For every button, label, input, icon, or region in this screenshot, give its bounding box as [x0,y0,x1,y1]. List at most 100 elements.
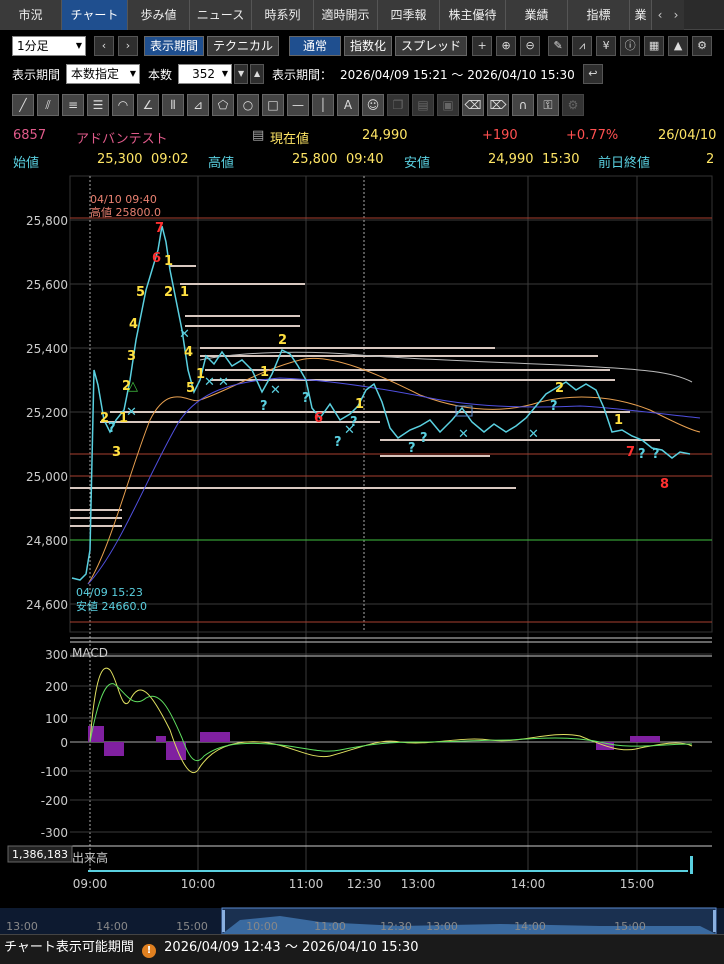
channel-icon[interactable]: ⫽ [37,94,59,116]
svg-text:1: 1 [260,365,269,380]
current-label: 現在値 [270,132,310,147]
tab-disclosure[interactable]: 適時開示 [314,0,378,30]
tab-news[interactable]: ニュース [190,0,252,30]
spread-button[interactable]: スプレッド [395,36,468,56]
count-up-icon[interactable]: ▲ [250,64,265,84]
vlines-icon[interactable]: ⦀ [162,94,184,116]
text-icon[interactable]: A [337,94,359,116]
count-down-icon[interactable]: ▼ [234,64,249,84]
prev-arrow-icon[interactable]: ‹ [94,36,114,56]
interval-select[interactable]: 1分足 [12,36,86,56]
svg-text:✕: ✕ [204,375,215,390]
svg-text:✕: ✕ [218,375,229,390]
gann-icon[interactable]: ⊿ [187,94,209,116]
range-value: 2026/04/09 15:21 ～ 2026/04/10 15:30 [340,67,575,82]
trendline-icon[interactable]: ╱ [12,94,34,116]
macd-tick-300: 300 [45,648,68,662]
macd-tick-m300: -300 [41,826,68,840]
pencil-icon[interactable]: ✎ [548,36,569,56]
vline-icon[interactable]: │ [312,94,334,116]
circle-icon[interactable]: ○ [237,94,259,116]
tab-chart[interactable]: チャート [62,0,128,30]
tab-earnings2[interactable]: 業績 [630,0,652,30]
eraser-all-icon[interactable]: ⌦ [487,94,509,116]
macd-tick-0: 0 [60,736,68,750]
svg-text:?: ? [420,431,428,446]
period-label: 表示期間 [12,67,61,82]
my-chart-icon[interactable]: ▦ [644,36,665,56]
tab-timeseries[interactable]: 時系列 [252,0,314,30]
list-icon[interactable]: ▤ [252,128,265,143]
eraser-icon[interactable]: ⌫ [462,94,484,116]
zoom-in-icon[interactable]: ⊕ [496,36,517,56]
crosshair-icon[interactable]: + [472,36,493,56]
chart-area[interactable]: 7 6 1 5 2 1 4 3 4 2 2 1 3 5 1 1 2 6 1 2 … [0,170,724,934]
tab-ticks[interactable]: 歩み値 [128,0,190,30]
hlines-icon[interactable]: ≡ [62,94,84,116]
price-tick-25800: 25,800 [26,214,68,228]
index-button[interactable]: 指数化 [344,36,393,56]
volume-value: 1,386,183 [12,848,68,861]
svg-text:5: 5 [186,381,195,396]
svg-text:?: ? [408,441,416,456]
paste-icon[interactable]: ▣ [437,94,459,116]
fib-lines-icon[interactable]: ☰ [87,94,109,116]
tab-next-icon[interactable]: › [668,0,684,30]
tab-benefits[interactable]: 株主優待 [440,0,506,30]
svg-text:1: 1 [196,367,205,382]
overview-tick-4: 10:00 [246,920,278,933]
svg-text:✕: ✕ [344,423,355,438]
overview-tick-9: 15:00 [614,920,646,933]
copy-icon[interactable]: ❐ [387,94,409,116]
reset-return-icon[interactable]: ↩ [582,64,603,84]
pentagon-icon[interactable]: ⬠ [212,94,234,116]
settings-wrench-icon[interactable]: ⚙ [692,36,713,56]
next-arrow-icon[interactable]: › [118,36,138,56]
range-label: 表示期間： [272,67,333,82]
period-mode-select[interactable]: 本数指定 [66,64,141,84]
svg-text:4: 4 [129,317,138,332]
magnet-icon[interactable]: ∩ [512,94,534,116]
list-icon[interactable]: ▤ [412,94,434,116]
zoom-out-icon[interactable]: ⊖ [520,36,541,56]
chart-signal-icon[interactable]: ⩘ [572,36,593,56]
technical-button[interactable]: テクニカル [207,36,280,56]
period-button[interactable]: 表示期間 [144,36,205,56]
lock-icon[interactable]: ⚿ [537,94,559,116]
overview-tick-7: 13:00 [426,920,458,933]
normal-button[interactable]: 通常 [289,36,342,56]
tab-shikiho[interactable]: 四季報 [378,0,440,30]
volume-label: 出来高 [72,850,108,865]
overview-scrollbar[interactable]: 13:00 14:00 15:00 10:00 11:00 12:30 13:0… [0,907,724,934]
draw-settings-icon[interactable]: ⚙ [562,94,584,116]
svg-text:3: 3 [112,445,121,460]
prev-close-label: 前日終値 [598,156,651,171]
fan-icon[interactable]: ∠ [137,94,159,116]
price-tick-25000: 25,000 [26,470,68,484]
high-annotation-date: 04/10 09:40 [90,193,157,206]
low-annotation-value: 安値 24660.0 [76,599,147,613]
svg-text:✕: ✕ [126,405,137,420]
svg-text:?: ? [652,447,660,462]
info-icon[interactable]: ⓘ [620,36,641,56]
count-input[interactable]: 352 [178,64,233,84]
svg-text:?: ? [260,399,268,414]
rectangle-icon[interactable]: □ [262,94,284,116]
svg-text:?: ? [550,399,558,414]
tab-earnings[interactable]: 業績 [506,0,568,30]
svg-text:✕: ✕ [458,427,469,442]
stock-info-row1: 6857 アドバンテスト ▤ 現在値 24,990 +190 +0.77% 26… [0,126,724,147]
macd-tick-200: 200 [45,680,68,694]
yen-icon[interactable]: ¥ [596,36,617,56]
area-chart-icon[interactable]: ▲ [668,36,689,56]
tab-prev-icon[interactable]: ‹ [652,0,668,30]
svg-text:?: ? [350,415,358,430]
time-tick-1100: 11:00 [289,877,324,891]
tab-market[interactable]: 市況 [0,0,62,30]
emoji-icon[interactable]: ☺ [362,94,384,116]
arc-icon[interactable]: ◠ [112,94,134,116]
hline-icon[interactable]: — [287,94,309,116]
svg-text:7: 7 [626,445,635,460]
tab-indicators[interactable]: 指標 [568,0,630,30]
low-annotation-date: 04/09 15:23 [76,586,143,599]
